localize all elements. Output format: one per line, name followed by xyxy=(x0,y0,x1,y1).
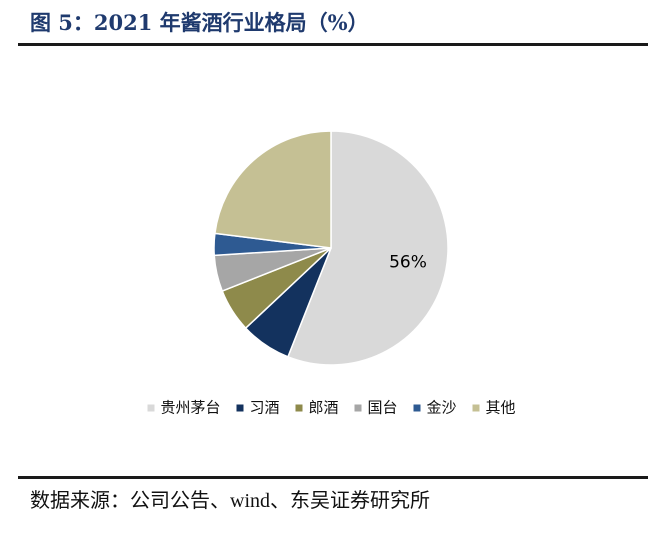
legend-swatch-3 xyxy=(295,404,303,412)
legend-swatch-5 xyxy=(413,404,421,412)
pie-chart: 56% 贵州茅台 习酒 郎酒 国台 金沙 其他 xyxy=(147,130,516,417)
legend-swatch-6 xyxy=(472,404,480,412)
legend-item-1: 贵州茅台 xyxy=(147,399,221,417)
legend-label-6: 其他 xyxy=(486,399,516,417)
pie-slice-1 xyxy=(286,130,449,366)
pie-slices xyxy=(213,130,449,366)
source-text: 数据来源：公司公告、wind、东吴证券研究所 xyxy=(30,490,430,512)
legend-label-3: 郎酒 xyxy=(309,399,339,417)
data-label-1: 56% xyxy=(389,253,427,273)
top-divider xyxy=(18,43,648,46)
legend-label-4: 国台 xyxy=(368,399,398,417)
legend-item-6: 其他 xyxy=(472,399,516,417)
legend-item-4: 国台 xyxy=(354,399,398,417)
pie-slice-6 xyxy=(214,130,332,249)
pie-data-labels: 56% xyxy=(389,253,427,273)
bottom-divider xyxy=(18,476,648,479)
legend-label-1: 贵州茅台 xyxy=(161,399,221,417)
legend-swatch-1 xyxy=(147,404,155,412)
legend-swatch-4 xyxy=(354,404,362,412)
legend-item-5: 金沙 xyxy=(413,399,457,417)
legend-label-2: 习酒 xyxy=(250,399,280,417)
chart-legend: 贵州茅台 习酒 郎酒 国台 金沙 其他 xyxy=(147,399,516,417)
figure-title: 图 5：2021 年酱酒行业格局（%） xyxy=(30,10,369,35)
legend-item-3: 郎酒 xyxy=(295,399,339,417)
legend-swatch-2 xyxy=(236,404,244,412)
legend-label-5: 金沙 xyxy=(427,399,457,417)
source-note: 数据来源：公司公告、wind、东吴证券研究所 xyxy=(30,484,430,516)
legend-item-2: 习酒 xyxy=(236,399,280,417)
